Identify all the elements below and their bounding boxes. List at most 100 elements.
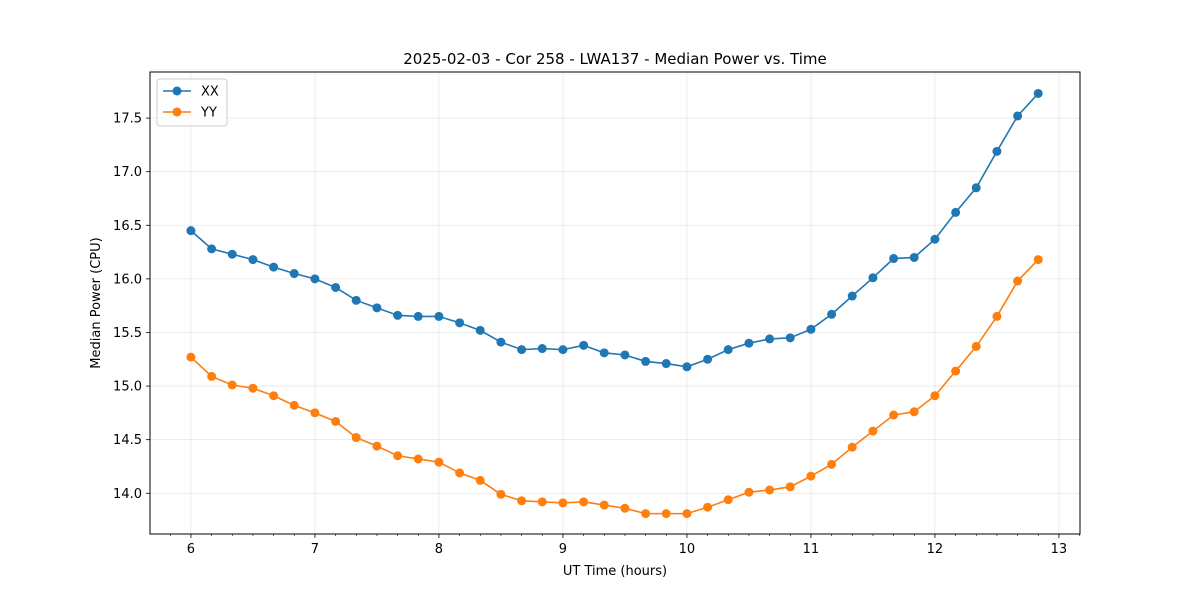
data-point-xx xyxy=(207,244,217,254)
data-point-xx xyxy=(744,338,754,348)
series-group xyxy=(186,88,1043,519)
data-point-yy xyxy=(496,489,506,499)
data-point-yy xyxy=(868,426,878,436)
series-line-xx xyxy=(190,92,1039,368)
data-point-yy xyxy=(186,352,196,362)
data-point-yy xyxy=(765,485,775,495)
data-point-yy xyxy=(971,341,981,351)
data-point-xx xyxy=(269,262,279,272)
data-point-yy xyxy=(889,410,899,420)
data-point-xx xyxy=(475,325,485,335)
data-point-xx xyxy=(951,207,961,217)
data-point-xx xyxy=(1033,88,1043,98)
data-point-yy xyxy=(455,468,465,478)
data-point-yy xyxy=(723,495,733,505)
data-point-xx xyxy=(413,311,423,321)
data-point-xx xyxy=(806,324,816,334)
data-point-xx xyxy=(620,350,630,360)
legend-marker xyxy=(172,86,182,96)
data-point-yy xyxy=(351,433,361,443)
data-point-xx xyxy=(682,362,692,372)
data-point-yy xyxy=(331,416,341,426)
data-point-xx xyxy=(992,146,1002,156)
y-axis-title: Median Power (CPU) xyxy=(89,237,104,368)
data-point-yy xyxy=(310,408,320,418)
data-point-xx xyxy=(331,282,341,292)
x-tick-label: 10 xyxy=(679,542,696,557)
y-tick-label: 17.5 xyxy=(113,112,142,127)
x-axis-ticks: 6 7 8 9 10 11 12 13 xyxy=(169,534,1080,557)
x-tick-label: 11 xyxy=(803,542,820,557)
data-point-xx xyxy=(434,311,444,321)
legend: XX YY xyxy=(156,78,228,127)
data-point-xx xyxy=(579,340,589,350)
data-point-xx xyxy=(558,345,568,355)
y-tick-label: 15.0 xyxy=(113,380,142,395)
x-axis-title: UT Time (hours) xyxy=(563,564,667,579)
legend-item-yy: YY xyxy=(163,106,217,121)
data-point-xx xyxy=(971,183,981,193)
data-point-yy xyxy=(599,500,609,510)
data-point-xx xyxy=(930,234,940,244)
y-tick-label: 16.0 xyxy=(113,272,142,287)
legend-item-xx: XX xyxy=(163,85,219,100)
data-point-yy xyxy=(537,497,547,507)
data-point-yy xyxy=(682,509,692,519)
data-point-yy xyxy=(434,457,444,467)
legend-label: YY xyxy=(200,106,217,121)
data-point-yy xyxy=(227,380,237,390)
data-point-xx xyxy=(455,318,465,328)
y-tick-label: 14.0 xyxy=(113,487,142,502)
data-point-yy xyxy=(992,311,1002,321)
y-axis-ticks: 14.0 14.5 15.0 15.5 16.0 16.5 17.0 17.5 xyxy=(113,112,150,502)
data-point-xx xyxy=(496,337,506,347)
data-point-xx xyxy=(909,252,919,262)
data-point-yy xyxy=(475,475,485,485)
x-tick-label: 7 xyxy=(311,542,319,557)
y-tick-label: 17.0 xyxy=(113,165,142,180)
data-point-xx xyxy=(765,334,775,344)
data-point-xx xyxy=(372,303,382,313)
x-tick-label: 13 xyxy=(1051,542,1068,557)
data-point-yy xyxy=(393,451,403,461)
data-point-yy xyxy=(517,496,527,506)
data-point-yy xyxy=(289,400,299,410)
x-tick-label: 6 xyxy=(187,542,195,557)
data-point-xx xyxy=(889,254,899,264)
data-point-xx xyxy=(310,274,320,284)
data-point-yy xyxy=(909,407,919,417)
x-tick-label: 9 xyxy=(559,542,567,557)
data-point-yy xyxy=(413,454,423,464)
data-point-xx xyxy=(661,359,671,369)
y-tick-label: 15.5 xyxy=(113,326,142,341)
data-point-xx xyxy=(1013,111,1023,121)
y-tick-label: 14.5 xyxy=(113,433,142,448)
data-point-xx xyxy=(393,310,403,320)
legend-label: XX xyxy=(201,85,219,100)
legend-marker xyxy=(172,107,182,117)
data-point-xx xyxy=(351,295,361,305)
series-xx xyxy=(186,88,1043,372)
data-point-xx xyxy=(227,249,237,259)
data-point-yy xyxy=(269,391,279,401)
data-point-yy xyxy=(744,487,754,497)
data-point-xx xyxy=(537,344,547,354)
grid xyxy=(150,72,1080,534)
data-point-xx xyxy=(289,269,299,279)
series-line-yy xyxy=(190,259,1039,515)
data-point-xx xyxy=(248,255,258,265)
data-point-xx xyxy=(723,345,733,355)
data-point-yy xyxy=(620,503,630,513)
data-point-yy xyxy=(806,471,816,481)
data-point-xx xyxy=(827,309,837,319)
data-point-xx xyxy=(868,273,878,283)
data-point-yy xyxy=(951,366,961,376)
chart-title: 2025-02-03 - Cor 258 - LWA137 - Median P… xyxy=(403,50,827,68)
data-point-yy xyxy=(827,459,837,469)
data-point-xx xyxy=(703,354,713,364)
plot-area-frame xyxy=(149,71,1081,535)
x-tick-label: 12 xyxy=(927,542,944,557)
data-point-xx xyxy=(785,333,795,343)
data-point-xx xyxy=(186,226,196,236)
